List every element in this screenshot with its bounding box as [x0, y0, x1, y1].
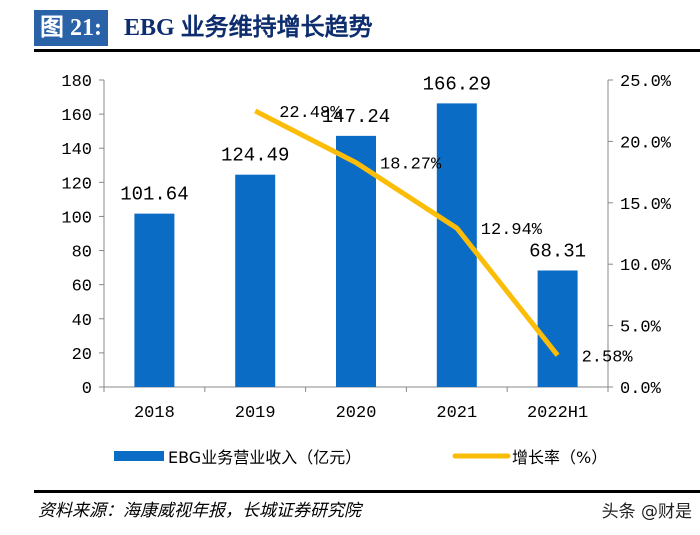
growth-label: 2.58%: [582, 348, 634, 367]
title-divider: [34, 49, 700, 52]
watermark: 头条 @财是: [601, 502, 692, 522]
right-tick-label: 25.0%: [620, 73, 672, 92]
x-tick-label: 2018: [134, 404, 175, 423]
figure-number: 图 21:: [34, 10, 108, 46]
bar-label: 166.29: [423, 73, 491, 95]
source-note: 资料来源：海康威视年报，长城证券研究院: [38, 501, 361, 520]
right-tick-label: 0.0%: [620, 380, 662, 399]
x-tick-label: 2022H1: [527, 404, 588, 423]
right-tick-label: 5.0%: [620, 319, 662, 338]
growth-label: 12.94%: [481, 221, 543, 240]
left-tick-label: 180: [61, 73, 92, 92]
left-tick-label: 40: [72, 312, 92, 331]
x-tick-label: 2021: [436, 404, 477, 423]
left-tick-label: 140: [61, 141, 92, 160]
left-tick-label: 160: [61, 107, 92, 126]
bar: [235, 174, 276, 387]
left-tick-label: 60: [72, 278, 92, 297]
x-tick-label: 2020: [336, 404, 377, 423]
left-tick-label: 100: [61, 209, 92, 228]
bar-label: 101.64: [120, 184, 188, 206]
legend-bar-swatch: [114, 451, 164, 461]
legend-bar-label: EBG业务营业收入（亿元）: [168, 448, 361, 467]
right-tick-label: 15.0%: [620, 196, 672, 215]
bar-label: 124.49: [221, 145, 289, 167]
left-tick-label: 20: [72, 346, 92, 365]
bar-label: 147.24: [322, 106, 390, 128]
chart-title: EBG 业务维持增长趋势: [124, 15, 373, 41]
right-tick-label: 10.0%: [620, 257, 672, 276]
growth-label: 18.27%: [380, 156, 442, 175]
chart: 0 20 40 60 80 100 120 140 160 180 0.0% 5.0% 10.0% 15.…: [61, 73, 672, 467]
x-tick-label: 2019: [235, 404, 276, 423]
bar: [537, 270, 578, 387]
bar-label: 68.31: [529, 240, 586, 262]
left-tick-label: 120: [61, 175, 92, 194]
bar: [336, 135, 376, 387]
footer-divider: [34, 490, 700, 493]
bar: [134, 213, 175, 387]
growth-line: [254, 108, 560, 357]
right-tick-label: 20.0%: [620, 134, 672, 153]
legend-line-label: 增长率（%）: [512, 448, 607, 467]
left-tick-label: 0: [82, 380, 92, 399]
growth-label: 22.48%: [279, 104, 341, 123]
left-tick-label: 80: [72, 244, 92, 263]
